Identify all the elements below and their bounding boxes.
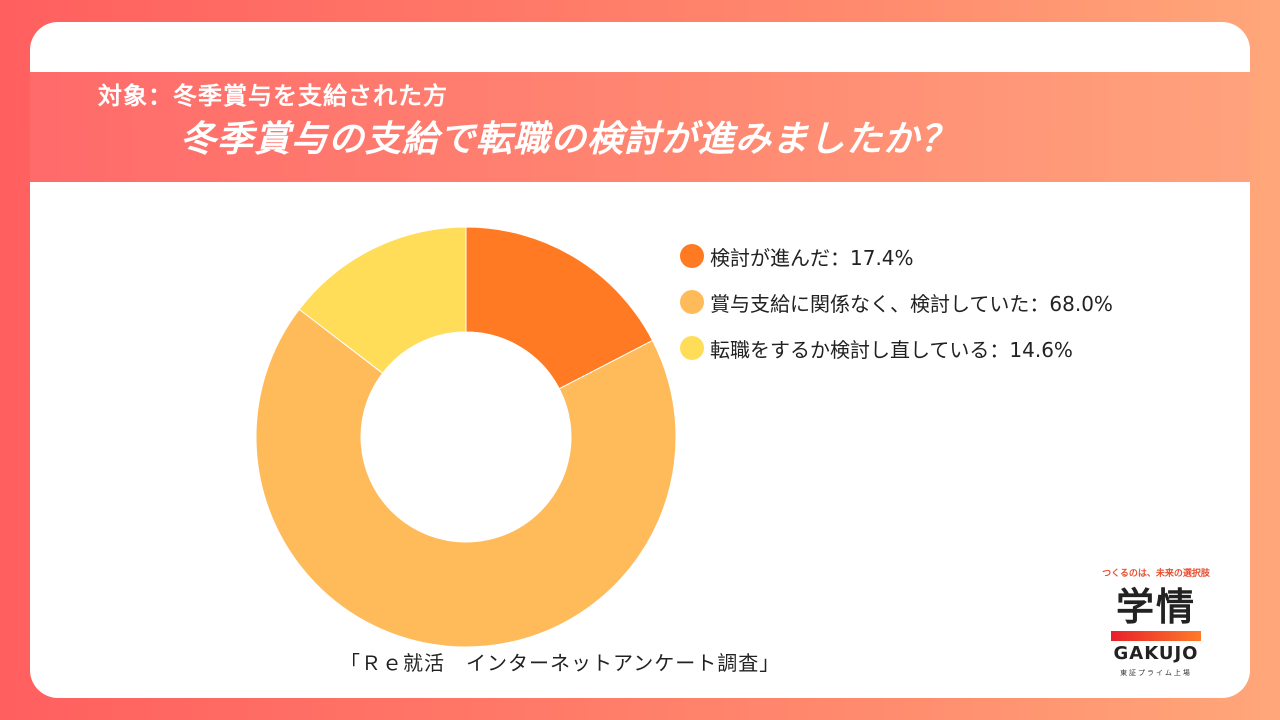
donut-slice-1: [465, 226, 654, 390]
legend-item-2: 賞与支給に関係なく、検討していた：68.0%: [680, 288, 1113, 316]
donut-slice-3: [298, 226, 467, 374]
legend-label: 転職をするか検討し直している：14.6%: [710, 337, 1073, 362]
chart-subtitle: 対象：冬季賞与を支給された方: [98, 82, 448, 110]
title-banner: 対象：冬季賞与を支給された方 冬季賞与の支給で転職の検討が進みましたか？: [30, 72, 1250, 182]
donut-slice-2: [255, 308, 677, 647]
logo-brand-en: GAKUJO: [1113, 643, 1199, 664]
slide-card: 対象：冬季賞与を支給された方 冬季賞与の支給で転職の検討が進みましたか？ 検討が…: [30, 22, 1250, 698]
logo-bar: [1111, 631, 1201, 641]
legend-item-3: 転職をするか検討し直している：14.6%: [680, 334, 1113, 362]
gakujo-logo: つくるのは、未来の選択肢 学情 GAKUJO 東証プライム上場: [1086, 566, 1226, 678]
chart-title: 冬季賞与の支給で転職の検討が進みましたか？: [180, 119, 958, 160]
donut-chart: [255, 226, 677, 647]
logo-brand: 学情: [1115, 585, 1196, 629]
logo-tagline: つくるのは、未来の選択肢: [1102, 569, 1210, 579]
chart-legend: 検討が進んだ：17.4% 賞与支給に関係なく、検討していた：68.0% 転職をするか…: [680, 242, 1113, 380]
legend-swatch: [680, 244, 704, 268]
legend-label: 検討が進んだ：17.4%: [710, 245, 914, 270]
logo-listing: 東証プライム上場: [1120, 669, 1192, 677]
legend-label: 賞与支給に関係なく、検討していた：68.0%: [710, 291, 1113, 316]
legend-item-1: 検討が進んだ：17.4%: [680, 242, 1113, 270]
legend-swatch: [680, 290, 704, 314]
legend-swatch: [680, 336, 704, 360]
source-note: 「Ｒｅ就活 インターネットアンケート調査」: [340, 651, 781, 675]
